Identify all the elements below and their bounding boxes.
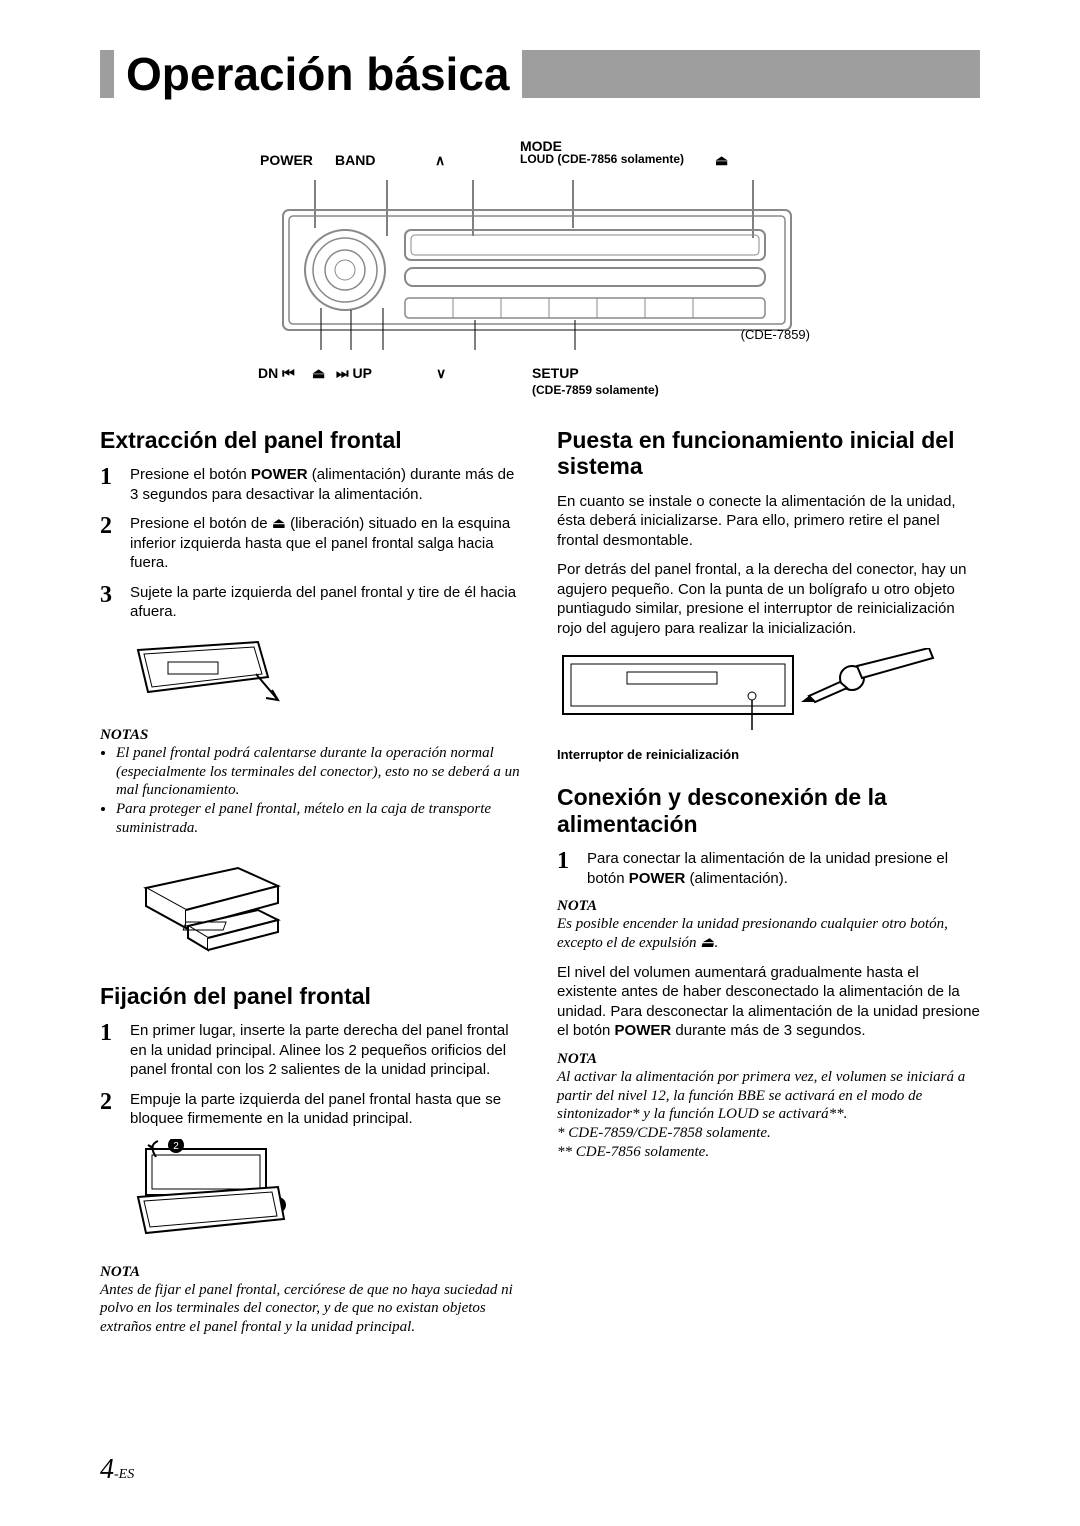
step-num: 1 bbox=[100, 1021, 118, 1080]
notas-heading: NOTAS bbox=[100, 727, 523, 744]
heading-puesta: Puesta en funcionamiento inicial del sis… bbox=[557, 427, 980, 480]
figure-panel-attach: 2 1 bbox=[128, 1139, 523, 1254]
label-setup-note: (CDE-7859 solamente) bbox=[532, 383, 659, 397]
p2: Por detrás del panel frontal, a la derec… bbox=[557, 560, 980, 638]
nota-body-c: Antes de fijar el panel frontal, cerciór… bbox=[100, 1281, 523, 1337]
label-down-arrow: ∨ bbox=[436, 365, 446, 382]
p1: En cuanto se instale o conecte la alimen… bbox=[557, 492, 980, 551]
step-text: Empuje la parte izquierda del panel fron… bbox=[130, 1090, 523, 1129]
label-dn-sym: ⏮ bbox=[282, 365, 295, 381]
content-columns: Extracción del panel frontal 1 Presione … bbox=[100, 427, 980, 1347]
label-dn: DN bbox=[258, 365, 278, 381]
label-up-arrow: ∧ bbox=[435, 152, 445, 169]
page-tag: -ES bbox=[114, 1467, 134, 1482]
step-3: 3 Sujete la parte izquierda del panel fr… bbox=[100, 583, 523, 622]
notas-body: El panel frontal podrá calentarse durant… bbox=[100, 744, 523, 838]
nota-item: Para proteger el panel frontal, mételo e… bbox=[116, 800, 523, 838]
label-loud: LOUD (CDE-7856 solamente) bbox=[520, 152, 684, 166]
step-text: En primer lugar, inserte la parte derech… bbox=[130, 1021, 523, 1080]
step-num: 2 bbox=[100, 1090, 118, 1129]
figure-case bbox=[128, 848, 523, 973]
diagram-top-labels: POWER BAND ∧ MODE LOUD (CDE-7856 solamen… bbox=[240, 138, 840, 174]
step-2: 2 Presione el botón de ⏏ (liberación) si… bbox=[100, 514, 523, 573]
fstep-1: 1 En primer lugar, inserte la parte dere… bbox=[100, 1021, 523, 1080]
step-text: Presione el botón de ⏏ (liberación) situ… bbox=[130, 514, 523, 573]
nota-e: Al activar la alimentación por primera v… bbox=[557, 1069, 965, 1123]
figure-reset: Interruptor de reinicialización bbox=[557, 648, 980, 762]
title-accent-right bbox=[522, 50, 981, 98]
right-column: Puesta en funcionamiento inicial del sis… bbox=[557, 427, 980, 1347]
heading-extraccion: Extracción del panel frontal bbox=[100, 427, 523, 453]
step-text: Sujete la parte izquierda del panel fron… bbox=[130, 583, 523, 622]
device-diagram: POWER BAND ∧ MODE LOUD (CDE-7856 solamen… bbox=[240, 138, 840, 397]
step-1: 1 Presione el botón POWER (alimentación)… bbox=[100, 465, 523, 504]
step-num: 2 bbox=[100, 514, 118, 573]
page-number: 4 bbox=[100, 1454, 114, 1485]
fstep-2: 2 Empuje la parte izquierda del panel fr… bbox=[100, 1090, 523, 1129]
label-loud-text: LOUD (CDE-7856 solamente) bbox=[520, 152, 684, 166]
page-footer: 4-ES bbox=[100, 1454, 134, 1486]
step-num: 1 bbox=[557, 849, 575, 888]
cstep-1: 1 Para conectar la alimentación de la un… bbox=[557, 849, 980, 888]
label-up-sym: ⏭ bbox=[336, 365, 349, 381]
nota-item: El panel frontal podrá calentarse durant… bbox=[116, 744, 523, 800]
label-release: ⏏ bbox=[312, 365, 325, 382]
diagram-bottom-labels: (CDE-7859) DN ⏮ ⏏ ⏭ UP ∨ SETUP (CDE-7859… bbox=[240, 357, 840, 397]
figure-panel-pull bbox=[128, 632, 523, 717]
label-model: (CDE-7859) bbox=[741, 327, 810, 342]
reset-caption: Interruptor de reinicialización bbox=[557, 747, 980, 762]
heading-fijacion: Fijación del panel frontal bbox=[100, 983, 523, 1009]
title-accent-left bbox=[100, 50, 114, 98]
nota-heading-2: NOTA bbox=[100, 1264, 523, 1281]
page-title: Operación básica bbox=[114, 50, 522, 98]
label-setup: SETUP bbox=[532, 365, 579, 381]
label-band: BAND bbox=[335, 152, 375, 168]
label-eject: ⏏ bbox=[715, 152, 728, 169]
step-text: Para conectar la alimentación de la unid… bbox=[587, 849, 980, 888]
nota-body-d: Es posible encender la unidad presionand… bbox=[557, 915, 980, 953]
nota-body-e: Al activar la alimentación por primera v… bbox=[557, 1068, 980, 1162]
step-num: 3 bbox=[100, 583, 118, 622]
nota-g: ** CDE-7856 solamente. bbox=[557, 1144, 709, 1160]
nota-heading-d: NOTA bbox=[557, 898, 980, 915]
label-power: POWER bbox=[260, 152, 313, 168]
page-title-bar: Operación básica bbox=[100, 50, 980, 98]
svg-text:2: 2 bbox=[173, 1141, 179, 1152]
left-column: Extracción del panel frontal 1 Presione … bbox=[100, 427, 523, 1347]
label-up: UP bbox=[353, 365, 372, 381]
nota-heading-e: NOTA bbox=[557, 1051, 980, 1068]
step-num: 1 bbox=[100, 465, 118, 504]
heading-conexion: Conexión y desconexión de la alimentació… bbox=[557, 784, 980, 837]
nota-f: * CDE-7859/CDE-7858 solamente. bbox=[557, 1125, 771, 1141]
step-text: Presione el botón POWER (alimentación) d… bbox=[130, 465, 523, 504]
p3: El nivel del volumen aumentará gradualme… bbox=[557, 963, 980, 1041]
